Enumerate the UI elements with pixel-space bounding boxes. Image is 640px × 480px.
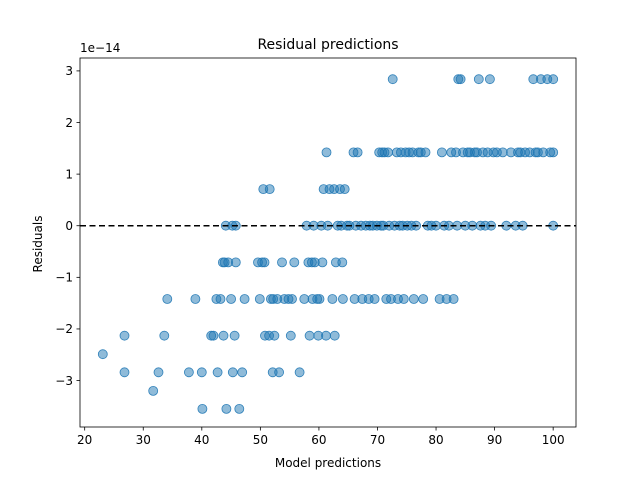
data-point (254, 294, 265, 304)
x-tick-label: 40 (194, 433, 209, 447)
data-point (321, 330, 331, 341)
data-point (339, 184, 350, 195)
data-point (294, 367, 305, 378)
x-tick-label: 30 (136, 433, 151, 447)
data-point (212, 367, 223, 378)
y-tick-label: −2 (55, 322, 73, 336)
data-point (230, 257, 241, 268)
x-tick-label: 90 (487, 433, 502, 447)
data-point (277, 257, 287, 268)
data-point (218, 330, 229, 341)
data-point (289, 257, 300, 268)
x-tick-label: 50 (253, 433, 268, 447)
data-point (159, 330, 170, 341)
data-point (153, 367, 164, 378)
data-point (436, 147, 447, 158)
y-tick-label: 1 (65, 167, 73, 181)
data-point (408, 294, 419, 304)
data-point (183, 367, 194, 378)
data-point (274, 367, 285, 378)
data-point (285, 330, 296, 341)
data-point (455, 74, 466, 85)
data-point (197, 403, 208, 414)
y-tick-label: 0 (65, 219, 73, 233)
data-point (418, 294, 429, 304)
x-tick-label: 70 (370, 433, 385, 447)
data-point (387, 74, 398, 85)
data-point (321, 147, 332, 158)
data-point (548, 74, 559, 85)
data-point (190, 294, 201, 304)
data-point (448, 294, 459, 304)
data-point (398, 294, 409, 304)
data-point (226, 294, 237, 304)
data-point (196, 367, 207, 378)
data-point (119, 367, 130, 378)
chart-title: Residual predictions (257, 37, 398, 53)
data-point (148, 385, 159, 396)
data-point (314, 294, 325, 304)
x-tick-label: 60 (311, 433, 326, 447)
data-point (369, 294, 380, 304)
data-point (473, 74, 484, 85)
data-point (229, 330, 240, 341)
y-tick-label: 3 (65, 64, 73, 78)
y-tick-label: 2 (65, 116, 73, 130)
data-point (383, 147, 393, 158)
data-point (237, 367, 248, 378)
data-point (327, 294, 338, 304)
data-point (97, 349, 108, 360)
data-point (215, 294, 226, 304)
data-point (548, 147, 559, 158)
data-point (299, 294, 310, 304)
data-point (484, 74, 495, 85)
data-point (259, 257, 270, 268)
y-tick-label: −3 (55, 374, 73, 388)
data-point (264, 184, 275, 195)
data-point (337, 257, 348, 268)
y-axis-label: Residuals (31, 216, 45, 273)
data-point (337, 294, 348, 304)
data-point (287, 294, 297, 304)
data-point (239, 294, 250, 304)
data-point (162, 294, 173, 304)
plot-area: 20 30 40 50 60 70 80 90 100 −3 −2 −1 0 1 2 3 (55, 57, 577, 447)
data-point (304, 330, 315, 341)
x-axis-label: Model predictions (275, 456, 381, 470)
data-point (227, 367, 238, 378)
y-tick-label: −1 (55, 271, 73, 285)
data-point (119, 330, 130, 341)
data-point (352, 147, 363, 158)
x-tick-label: 80 (428, 433, 443, 447)
data-point (329, 330, 340, 341)
data-point (317, 257, 328, 268)
x-tick-label: 100 (542, 433, 565, 447)
data-point (221, 403, 232, 414)
data-point (234, 403, 245, 414)
x-tick-label: 20 (77, 433, 92, 447)
data-point (497, 147, 508, 158)
data-point (208, 330, 219, 341)
data-point (420, 147, 431, 158)
axes-frame (79, 57, 577, 428)
data-point (269, 330, 280, 341)
y-axis-offset-label: 1e−14 (80, 41, 120, 55)
